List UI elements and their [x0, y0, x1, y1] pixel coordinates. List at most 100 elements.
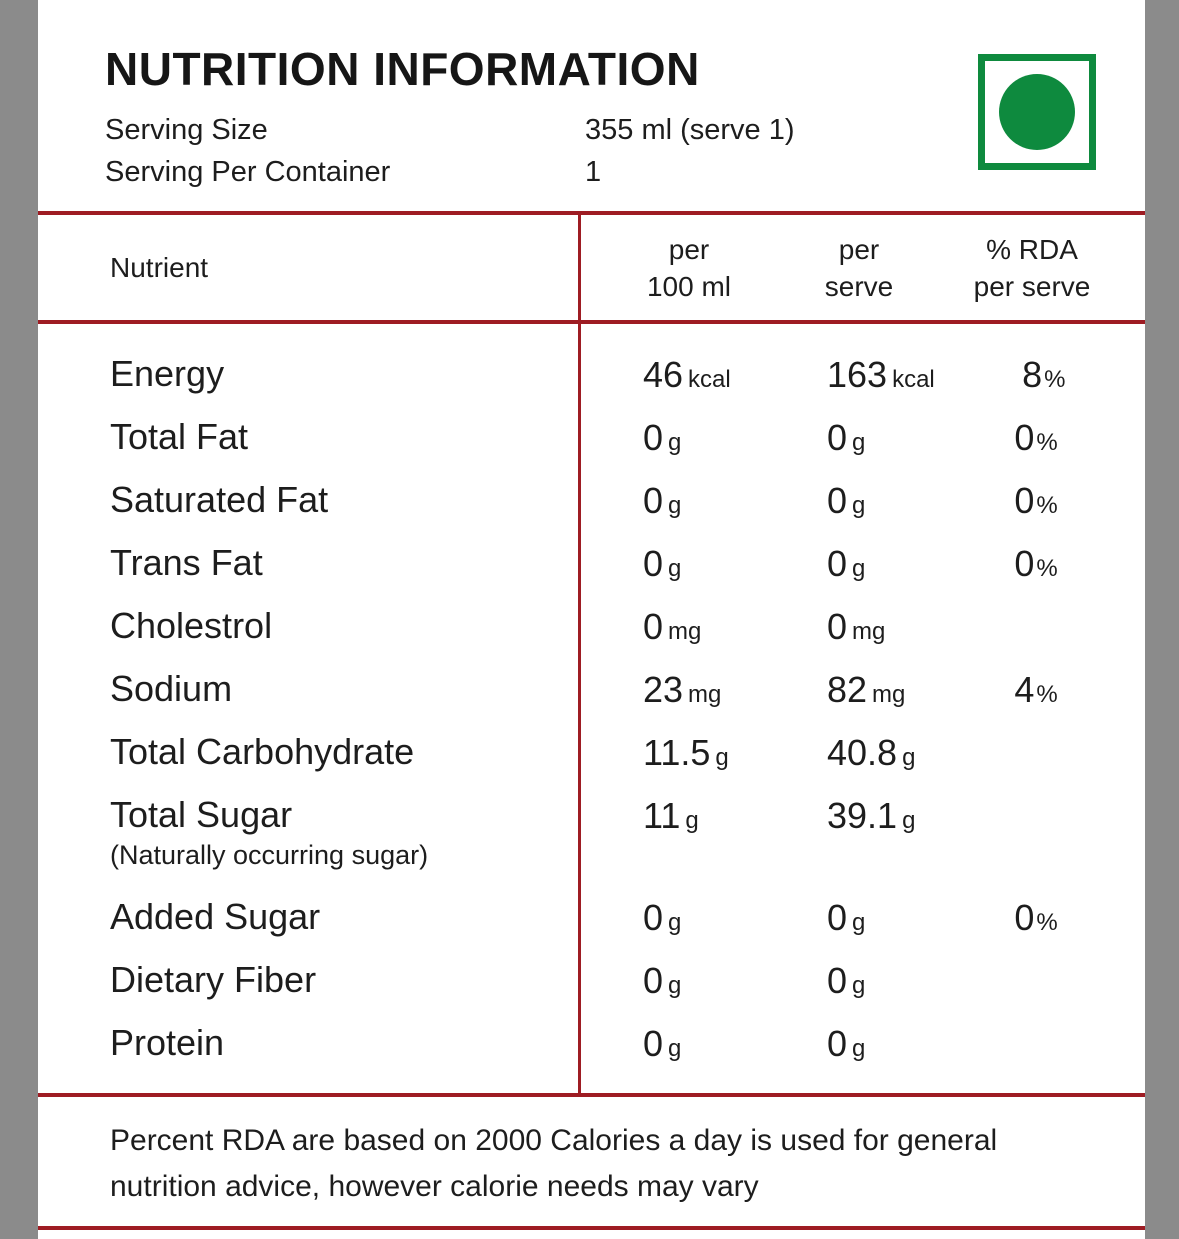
- per-100ml-unit: mg: [688, 681, 722, 708]
- header-nutrient: Nutrient: [110, 251, 209, 283]
- per-serve-amount: 0: [827, 480, 848, 521]
- value-per-100ml: 23 mg: [579, 669, 827, 711]
- vegetarian-dot-icon: [999, 74, 1075, 150]
- page-title: NUTRITION INFORMATION: [105, 43, 700, 95]
- per-serve-unit: kcal: [892, 366, 935, 393]
- nutrient-name-cell: Total Carbohydrate: [38, 732, 579, 775]
- nutrient-row: Total Carbohydrate 11.5 g 40.8 g: [38, 732, 1145, 795]
- nutrient-name: Dietary Fiber: [110, 959, 317, 1000]
- serving-per-container-label: Serving Per Container: [105, 156, 391, 188]
- rda-amount: 0: [1014, 897, 1035, 938]
- rda-amount: 0: [1014, 417, 1035, 458]
- rda-percent-sign: %: [1044, 366, 1066, 393]
- per-serve-amount: 39.1: [827, 795, 898, 836]
- footer-bottom-border: [38, 1226, 1145, 1230]
- rda-percent-sign: %: [1036, 492, 1058, 519]
- nutrient-name-cell: Sodium: [38, 669, 579, 712]
- per-serve-amount: 82: [827, 669, 868, 710]
- nutrient-name: Cholestrol: [110, 605, 273, 646]
- value-rda-percent: 0%: [927, 543, 1145, 585]
- serving-size-label: Serving Size: [105, 114, 268, 146]
- nutrient-name: Added Sugar: [110, 896, 321, 937]
- nutrient-name: Sodium: [110, 668, 233, 709]
- nutrient-row: Cholestrol 0 mg 0 mg: [38, 606, 1145, 669]
- per-100ml-unit: g: [668, 429, 682, 456]
- nutrition-label: NUTRITION INFORMATION Serving Size 355 m…: [38, 0, 1145, 1239]
- per-serve-unit: g: [852, 555, 866, 582]
- per-100ml-unit: g: [685, 807, 699, 834]
- left-gray-margin: [0, 0, 38, 1239]
- per-100ml-amount: 11: [643, 795, 681, 836]
- rda-percent-sign: %: [1036, 909, 1058, 936]
- value-rda-percent: 0%: [927, 897, 1145, 939]
- nutrient-row: Energy 46 kcal 163 kcal 8%: [38, 354, 1145, 417]
- value-rda-percent: [927, 795, 1145, 837]
- value-per-serve: 39.1 g: [827, 795, 927, 837]
- nutrient-name-cell: Added Sugar: [38, 897, 579, 940]
- per-100ml-unit: kcal: [688, 366, 731, 393]
- nutrient-name-cell: Saturated Fat: [38, 480, 579, 523]
- table-top-border: [38, 211, 1145, 215]
- header-per-serve-line1: per: [838, 233, 880, 265]
- per-serve-unit: g: [852, 909, 866, 936]
- per-100ml-unit: mg: [668, 618, 702, 645]
- per-100ml-unit: g: [715, 744, 729, 771]
- value-per-serve: 40.8 g: [827, 732, 927, 774]
- value-per-100ml: 11.5 g: [579, 732, 827, 774]
- header-per-100ml-line1: per: [668, 233, 710, 265]
- value-rda-percent: 0%: [927, 417, 1145, 459]
- per-serve-unit: mg: [852, 618, 886, 645]
- header-per-serve: per serve: [799, 231, 919, 305]
- per-100ml-amount: 0: [643, 897, 664, 938]
- per-serve-unit: g: [852, 492, 866, 519]
- nutrient-name: Total Sugar: [110, 794, 293, 835]
- value-per-100ml: 46 kcal: [579, 354, 827, 396]
- footer-note-line1: Percent RDA are based on 2000 Calories a…: [110, 1124, 998, 1157]
- header-per-100ml-line2: 100 ml: [646, 270, 732, 302]
- per-100ml-unit: g: [668, 492, 682, 519]
- per-100ml-amount: 0: [643, 960, 664, 1001]
- nutrient-name: Total Carbohydrate: [110, 731, 415, 772]
- table-bottom-border: [38, 1093, 1145, 1097]
- footer-note-line2: nutrition advice, however calorie needs …: [110, 1170, 759, 1203]
- header-rda-line2: per serve: [973, 270, 1091, 302]
- value-per-serve: 163 kcal: [827, 354, 935, 396]
- rda-amount: 0: [1014, 480, 1035, 521]
- footer-note: Percent RDA are based on 2000 Calories a…: [110, 1118, 997, 1210]
- per-serve-amount: 0: [827, 417, 848, 458]
- per-serve-amount: 0: [827, 897, 848, 938]
- right-gray-margin: [1145, 0, 1179, 1239]
- rda-percent-sign: %: [1036, 555, 1058, 582]
- value-rda-percent: [927, 960, 1145, 1002]
- per-serve-amount: 0: [827, 543, 848, 584]
- value-per-serve: 0 mg: [827, 606, 927, 648]
- nutrient-name: Protein: [110, 1022, 225, 1063]
- nutrient-name: Trans Fat: [110, 542, 263, 583]
- per-100ml-amount: 23: [643, 669, 684, 710]
- value-rda-percent: 0%: [927, 480, 1145, 522]
- nutrient-name-cell: Trans Fat: [38, 543, 579, 586]
- nutrient-row: Total Sugar (Naturally occurring sugar) …: [38, 795, 1145, 897]
- vegetarian-mark-icon: [978, 54, 1096, 170]
- per-100ml-unit: g: [668, 555, 682, 582]
- per-serve-amount: 0: [827, 1023, 848, 1064]
- per-serve-unit: g: [902, 744, 916, 771]
- per-100ml-amount: 0: [643, 543, 664, 584]
- table-header-border: [38, 320, 1145, 324]
- per-serve-unit: g: [852, 1035, 866, 1062]
- nutrient-name: Saturated Fat: [110, 479, 329, 520]
- per-100ml-unit: g: [668, 1035, 682, 1062]
- per-serve-amount: 0: [827, 606, 848, 647]
- nutrient-name-cell: Dietary Fiber: [38, 960, 579, 1003]
